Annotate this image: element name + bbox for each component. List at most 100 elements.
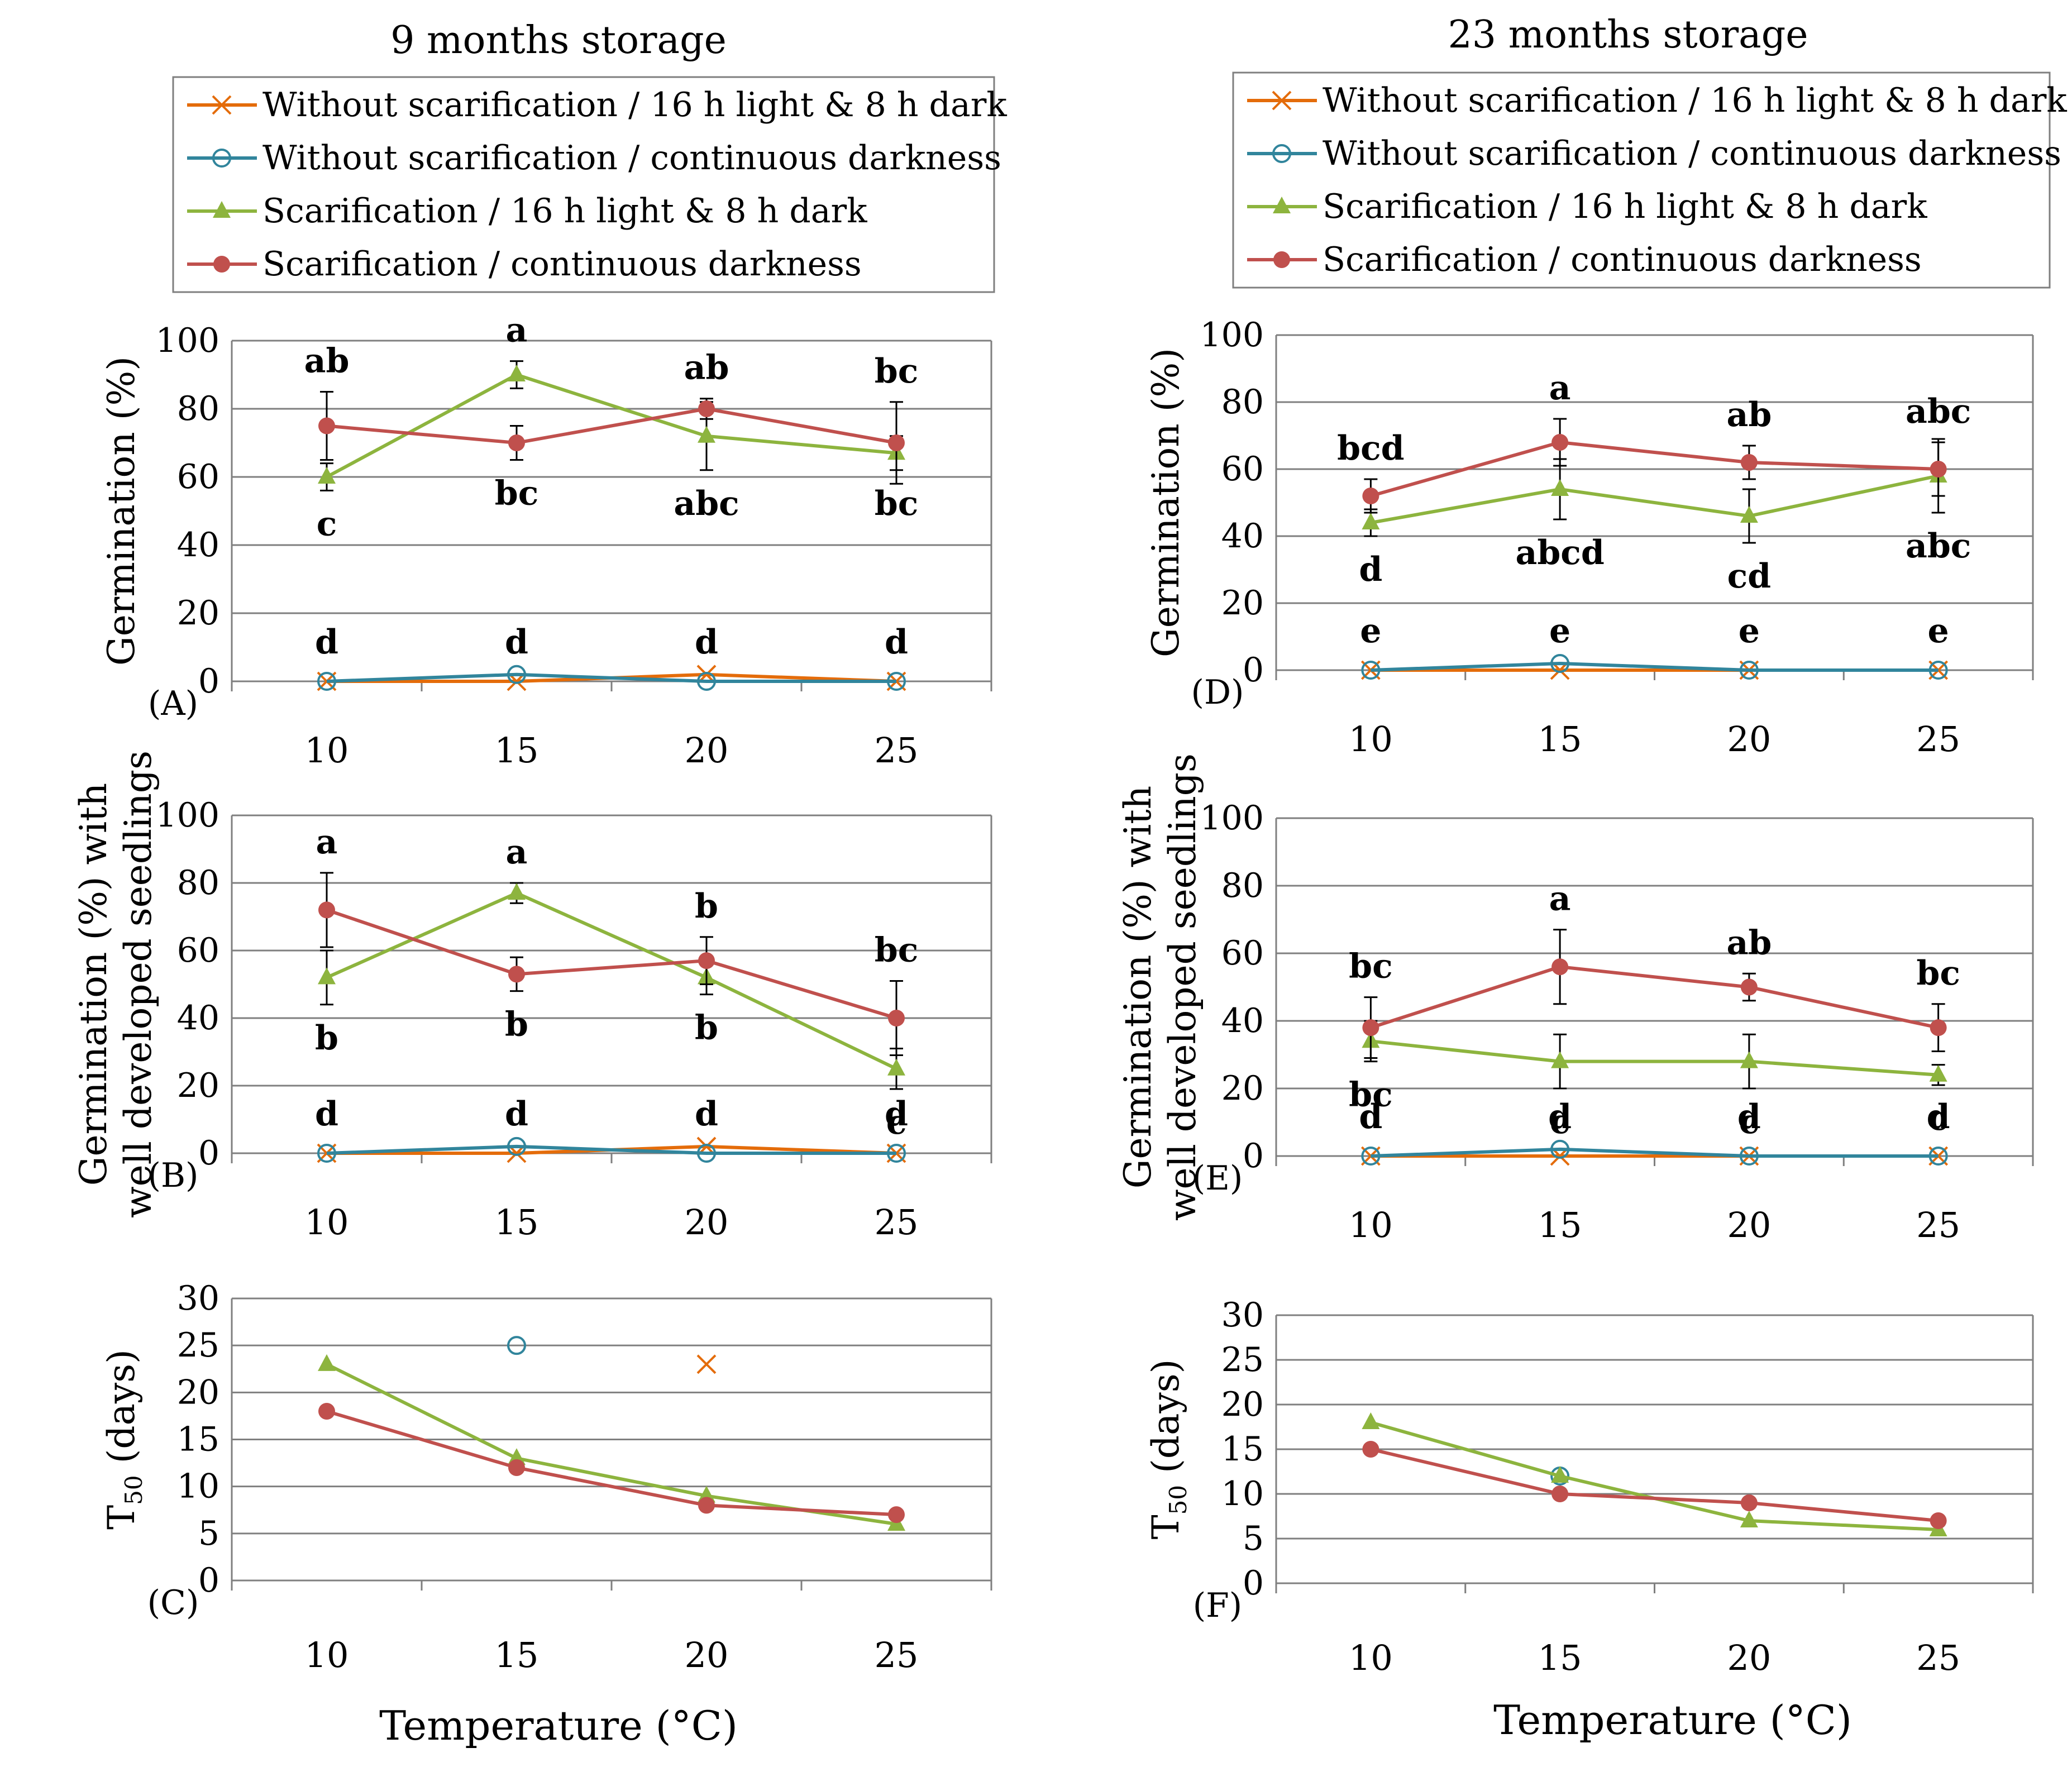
legend-left-entry-label: Scarification / 16 h light & 8 h dark <box>262 192 867 231</box>
y-tick-label: 0 <box>1243 651 1264 690</box>
x-tick-label: 20 <box>685 1202 729 1243</box>
data-point <box>318 467 336 484</box>
series-line <box>326 407 897 445</box>
significance-letter: d <box>885 623 908 662</box>
data-point <box>318 417 335 434</box>
y-tick-label: 5 <box>198 1514 219 1553</box>
data-point <box>1740 1494 1758 1511</box>
significance-letter: d <box>315 1095 338 1134</box>
y-axis-label: Germination (%) with <box>72 783 115 1186</box>
series-line <box>326 908 897 1020</box>
data-point <box>508 434 525 451</box>
significance-letter: bc <box>1916 954 1960 993</box>
data-point <box>318 901 335 919</box>
significance-letter: bcd <box>1337 429 1404 468</box>
y-tick-label: 60 <box>1221 934 1264 973</box>
y-tick-label: 100 <box>155 321 219 360</box>
column-title-left: 9 months storage <box>390 18 727 63</box>
x-tick-label: 20 <box>1727 1637 1771 1678</box>
x-tick-label: 20 <box>685 1635 729 1675</box>
y-tick-label: 20 <box>177 594 219 633</box>
data-point <box>887 672 906 691</box>
significance-letter: d <box>1548 1097 1572 1136</box>
significance-letter: bc <box>1349 1076 1393 1115</box>
x-tick-label: 15 <box>1538 719 1582 760</box>
data-point <box>697 1144 716 1163</box>
x-tick-label: 25 <box>875 730 919 771</box>
y-tick-label: 15 <box>1221 1430 1264 1469</box>
data-point <box>318 1354 336 1371</box>
y-tick-label: 0 <box>198 1561 219 1600</box>
significance-letter: e <box>1360 612 1381 651</box>
significance-letter: a <box>1549 369 1571 408</box>
panel-D: 0 20 40 60 80 100 10 15 20 25 Germination (%)(D) d a… <box>1144 316 2034 760</box>
data-point-stroke-b <box>696 1354 717 1374</box>
series-line <box>326 1363 897 1526</box>
data-point <box>887 1144 906 1163</box>
y-tick-label: 20 <box>1221 1069 1264 1108</box>
data-point <box>888 1010 905 1026</box>
significance-letter: d <box>505 623 528 662</box>
y-tick-label: 0 <box>1243 1564 1264 1603</box>
x-tick-label: 25 <box>1916 1637 1960 1678</box>
significance-letter: d <box>695 623 718 662</box>
y-tick-label: 40 <box>177 526 219 565</box>
legend-left: Without scarification / 16 h light & 8 h… <box>172 76 1007 293</box>
data-point <box>1551 479 1569 496</box>
y-axis-label: T50 (days) <box>1144 1359 1192 1540</box>
y-tick-label: 40 <box>1221 1001 1264 1040</box>
significance-letter: abc <box>1906 527 1971 566</box>
significance-letter: ab <box>304 342 350 381</box>
significance-letter: e <box>1549 612 1570 651</box>
significance-letter: b <box>315 1019 338 1058</box>
panel-label: (B) <box>148 1156 199 1195</box>
significance-letter: bc <box>1349 947 1393 986</box>
significance-letter: abcd <box>1515 533 1604 572</box>
x-tick-label: 10 <box>1349 1205 1393 1245</box>
data-point <box>1551 434 1569 451</box>
data-point <box>507 1136 526 1156</box>
y-tick-label: 15 <box>177 1420 219 1459</box>
significance-letter: c <box>1928 1099 1949 1138</box>
x-tick-label: 10 <box>305 730 349 771</box>
significance-letter: c <box>1550 1102 1570 1142</box>
x-tick-label: 15 <box>1538 1637 1582 1678</box>
data-point <box>1740 454 1758 471</box>
x-tick-label: 15 <box>495 1635 539 1675</box>
legend-right-entry-label: Without scarification / continuous darkn… <box>1323 134 2061 173</box>
significance-letter: c <box>1739 1102 1760 1142</box>
legend-left-entry-label: Without scarification / continuous darkn… <box>262 139 1001 178</box>
data-point <box>507 1336 526 1355</box>
data-point <box>1740 1051 1758 1068</box>
significance-letter: d <box>1359 550 1382 589</box>
data-point <box>1361 1147 1381 1166</box>
data-point <box>696 1354 717 1374</box>
legend-right-swatch-marker <box>1273 251 1290 268</box>
data-point <box>1362 488 1379 504</box>
significance-letter: e <box>1928 612 1949 651</box>
panel-label: (C) <box>147 1583 199 1622</box>
series-line <box>326 1144 896 1155</box>
y-tick-label: 20 <box>177 1373 219 1412</box>
significance-letter: d <box>315 623 338 662</box>
significance-letter: ab <box>1726 923 1772 962</box>
y-tick-label: 0 <box>198 662 219 701</box>
series-line <box>326 891 897 1071</box>
panel-F: 0 5 10 15 20 25 30 10 15 20 25 T50 (days) (F) <box>1144 1296 2034 1678</box>
y-axis-label: Germination (%) with <box>1116 786 1159 1189</box>
panel-C: 0 5 10 15 20 25 30 10 15 20 25 T50 (days) (C) <box>100 1279 992 1675</box>
y-tick-label: 60 <box>177 457 219 496</box>
x-tick-label: 25 <box>1916 719 1960 760</box>
significance-letter: b <box>505 1005 528 1044</box>
y-tick-label: 10 <box>1221 1474 1264 1513</box>
data-point <box>1362 513 1380 529</box>
data-point <box>1930 1019 1947 1037</box>
panel-E: 0 20 40 60 80 100 10 15 20 25 Germination (%) with… <box>1116 753 2034 1245</box>
y-tick-label: 20 <box>177 1066 219 1105</box>
column-title-right: 23 months storage <box>1448 13 1808 57</box>
significance-letter: d <box>505 1095 528 1134</box>
y-axis-label: well developed seedlings <box>1161 753 1204 1221</box>
significance-letter: bc <box>875 352 919 391</box>
data-point <box>507 665 526 684</box>
significance-letter: b <box>695 1009 718 1048</box>
